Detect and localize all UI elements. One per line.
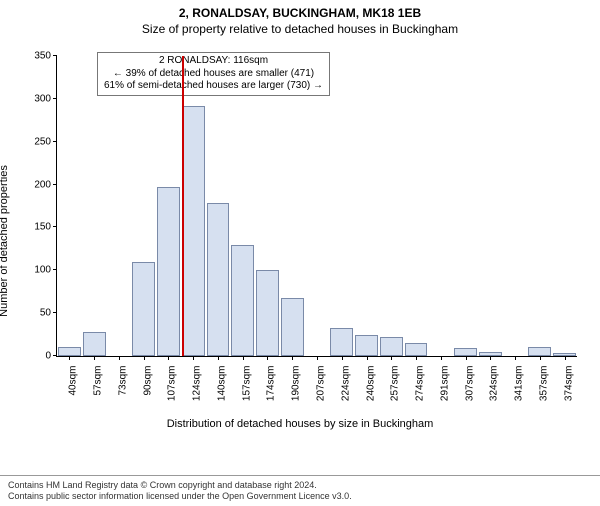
- footer: Contains HM Land Registry data © Crown c…: [0, 475, 600, 506]
- histogram-bar: [157, 187, 180, 356]
- histogram-bar: [58, 347, 81, 356]
- x-tick-mark: [218, 356, 219, 360]
- x-tick-mark: [540, 356, 541, 360]
- y-tick-label: 250: [34, 136, 51, 147]
- x-tick-label: 107sqm: [167, 366, 178, 410]
- x-tick-label: 207sqm: [316, 366, 327, 410]
- annotation-box: 2 RONALDSAY: 116sqm ← 39% of detached ho…: [97, 52, 330, 96]
- histogram-bar: [207, 203, 230, 356]
- histogram-bar: [231, 245, 254, 356]
- y-tick-mark: [53, 269, 57, 270]
- x-tick-mark: [416, 356, 417, 360]
- x-tick-mark: [342, 356, 343, 360]
- histogram-bar: [405, 343, 428, 356]
- y-tick-label: 100: [34, 265, 51, 276]
- y-tick-mark: [53, 184, 57, 185]
- x-tick-mark: [367, 356, 368, 360]
- x-tick-label: 90sqm: [142, 366, 153, 410]
- histogram-bar: [132, 262, 155, 356]
- x-axis-title: Distribution of detached houses by size …: [0, 418, 600, 430]
- x-tick-mark: [565, 356, 566, 360]
- y-tick-label: 50: [40, 308, 51, 319]
- annotation-line-2: ← 39% of detached houses are smaller (47…: [104, 68, 323, 81]
- x-tick-label: 190sqm: [291, 366, 302, 410]
- x-tick-label: 224sqm: [340, 366, 351, 410]
- y-tick-mark: [53, 55, 57, 56]
- x-tick-mark: [515, 356, 516, 360]
- x-tick-label: 324sqm: [489, 366, 500, 410]
- histogram-bar: [281, 298, 304, 356]
- x-tick-mark: [292, 356, 293, 360]
- y-tick-mark: [53, 312, 57, 313]
- x-tick-mark: [317, 356, 318, 360]
- x-tick-label: 73sqm: [117, 366, 128, 410]
- x-tick-mark: [490, 356, 491, 360]
- footer-line-1: Contains HM Land Registry data © Crown c…: [8, 480, 592, 491]
- y-tick-label: 150: [34, 222, 51, 233]
- histogram-bar: [83, 332, 106, 356]
- x-tick-mark: [466, 356, 467, 360]
- x-tick-label: 274sqm: [415, 366, 426, 410]
- x-tick-mark: [267, 356, 268, 360]
- x-tick-label: 291sqm: [439, 366, 450, 410]
- x-tick-mark: [94, 356, 95, 360]
- x-tick-mark: [243, 356, 244, 360]
- y-tick-mark: [53, 355, 57, 356]
- x-tick-label: 357sqm: [538, 366, 549, 410]
- histogram-bar: [380, 337, 403, 356]
- plot-area: 2 RONALDSAY: 116sqm ← 39% of detached ho…: [56, 56, 577, 357]
- x-tick-mark: [168, 356, 169, 360]
- x-tick-label: 257sqm: [390, 366, 401, 410]
- y-tick-mark: [53, 141, 57, 142]
- y-tick-label: 0: [45, 351, 51, 362]
- y-axis-label: Number of detached properties: [0, 165, 10, 317]
- x-tick-label: 57sqm: [93, 366, 104, 410]
- x-tick-mark: [193, 356, 194, 360]
- y-tick-mark: [53, 226, 57, 227]
- page-title-subtitle: Size of property relative to detached ho…: [0, 22, 600, 36]
- y-tick-label: 350: [34, 51, 51, 62]
- x-tick-label: 157sqm: [241, 366, 252, 410]
- y-tick-label: 300: [34, 93, 51, 104]
- x-tick-mark: [119, 356, 120, 360]
- histogram-bar: [182, 106, 205, 356]
- x-tick-label: 341sqm: [514, 366, 525, 410]
- x-tick-label: 40sqm: [68, 366, 79, 410]
- x-tick-mark: [69, 356, 70, 360]
- x-tick-label: 240sqm: [365, 366, 376, 410]
- x-tick-label: 174sqm: [266, 366, 277, 410]
- y-tick-mark: [53, 98, 57, 99]
- footer-line-2: Contains public sector information licen…: [8, 491, 592, 502]
- x-tick-label: 374sqm: [563, 366, 574, 410]
- histogram-bar: [256, 270, 279, 356]
- x-tick-label: 307sqm: [464, 366, 475, 410]
- page-title-address: 2, RONALDSAY, BUCKINGHAM, MK18 1EB: [0, 6, 600, 20]
- y-tick-label: 200: [34, 179, 51, 190]
- x-tick-mark: [391, 356, 392, 360]
- histogram-bar: [528, 347, 551, 356]
- x-tick-mark: [441, 356, 442, 360]
- chart-container: Number of detached properties 2 RONALDSA…: [0, 46, 600, 436]
- histogram-bar: [330, 328, 353, 356]
- property-marker-line: [182, 56, 184, 356]
- x-tick-label: 140sqm: [216, 366, 227, 410]
- histogram-bar: [454, 348, 477, 356]
- annotation-line-3: 61% of semi-detached houses are larger (…: [104, 80, 323, 93]
- x-tick-mark: [144, 356, 145, 360]
- histogram-bar: [355, 335, 378, 356]
- x-tick-label: 124sqm: [192, 366, 203, 410]
- annotation-line-1: 2 RONALDSAY: 116sqm: [104, 55, 323, 68]
